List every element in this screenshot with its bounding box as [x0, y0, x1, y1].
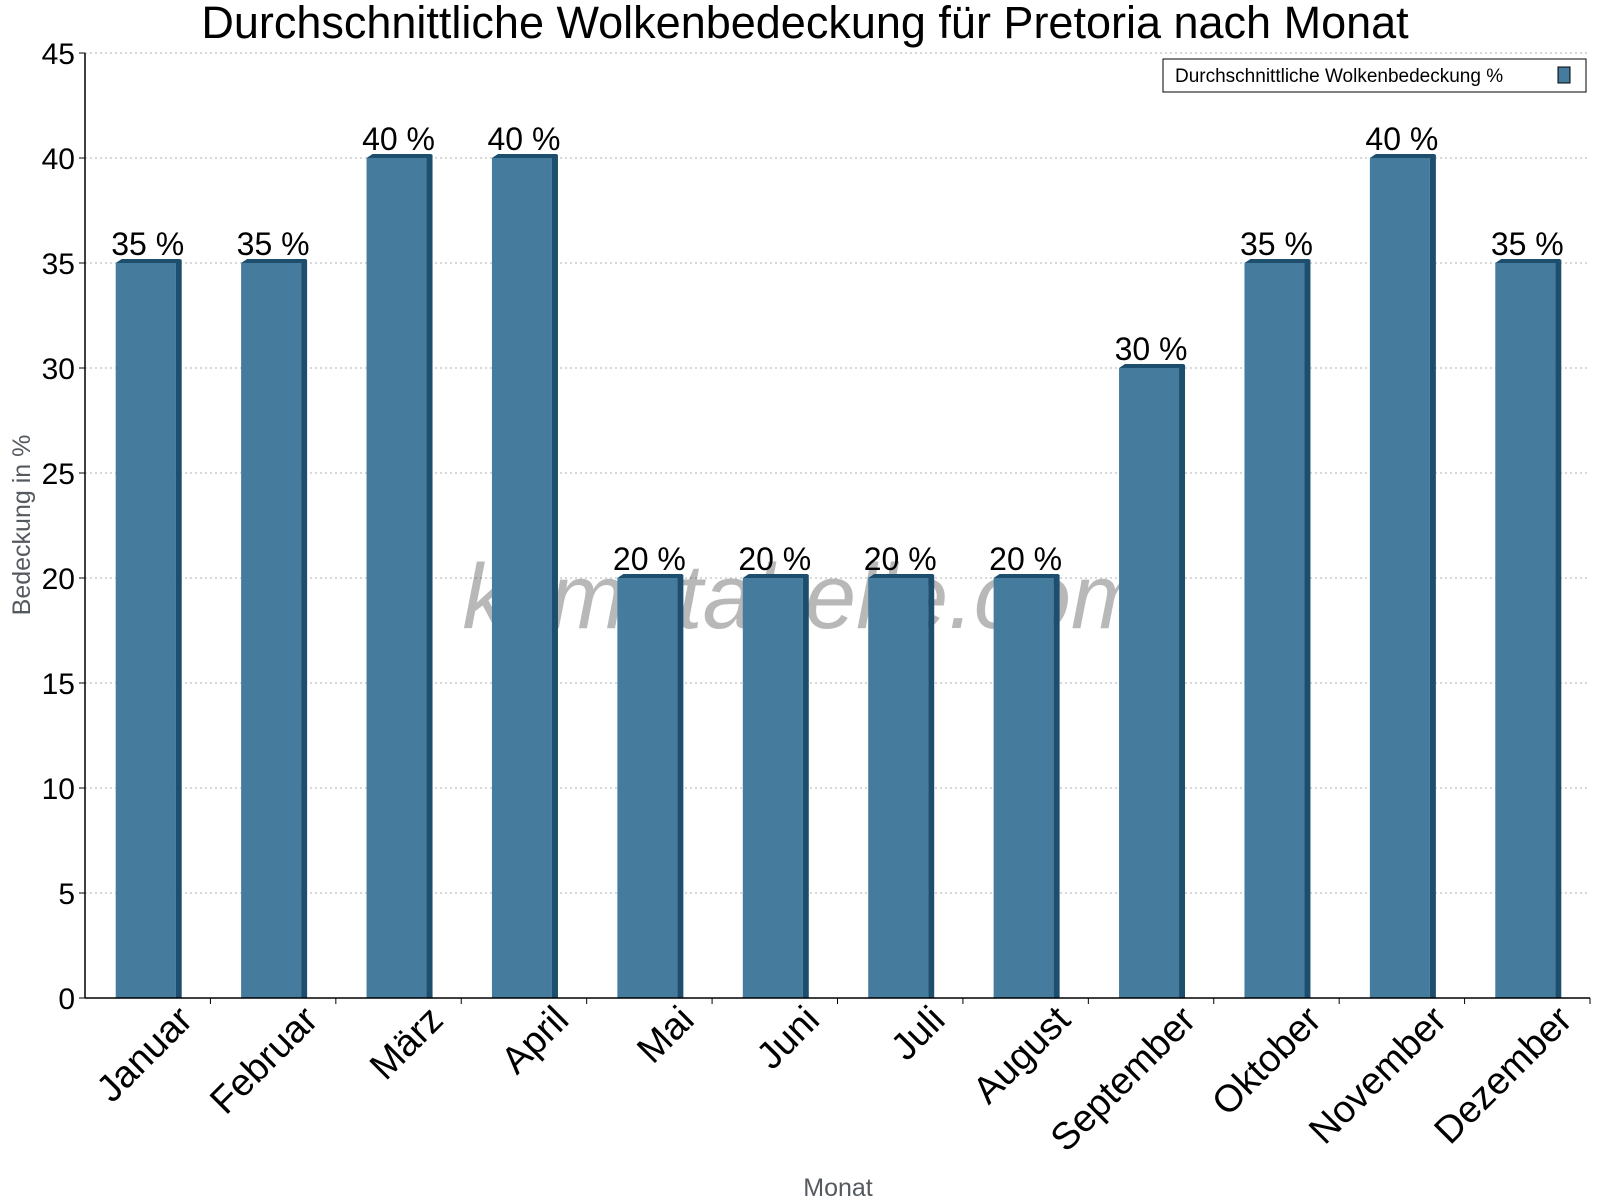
legend-swatch [1557, 66, 1571, 84]
data-label: 35 % [111, 226, 184, 262]
bar-top [491, 154, 558, 158]
data-label: 35 % [1240, 226, 1313, 262]
bar-side [1304, 260, 1311, 998]
bar-top [115, 259, 182, 263]
x-tick-label: April [494, 999, 577, 1082]
bar-side [175, 260, 182, 998]
bar-top [1369, 154, 1436, 158]
bar-side [928, 575, 935, 998]
bar [868, 578, 929, 998]
bar [491, 158, 552, 998]
legend-entry-label: Durchschnittliche Wolkenbedeckung % [1175, 66, 1503, 87]
bar-top [1495, 259, 1562, 263]
bar-top [241, 259, 308, 263]
x-tick-label: Januar [89, 998, 201, 1110]
bar-top [1119, 364, 1186, 368]
bar-side [301, 260, 308, 998]
x-tick-label: Oktober [1204, 998, 1330, 1124]
bar [1495, 263, 1556, 998]
bars [115, 154, 1562, 998]
bar-top [993, 574, 1060, 578]
bar-top [868, 574, 935, 578]
data-label: 40 % [1365, 121, 1438, 157]
bar-side [1053, 575, 1060, 998]
bar [993, 578, 1054, 998]
data-label: 35 % [237, 226, 310, 262]
bar-top [366, 154, 433, 158]
y-tick-label: 35 [42, 248, 75, 281]
bar [742, 578, 803, 998]
bar-side [1429, 155, 1436, 998]
data-label: 40 % [487, 121, 560, 157]
x-tick-label: Dezember [1427, 998, 1581, 1152]
legend: Durchschnittliche Wolkenbedeckung % [1162, 58, 1587, 93]
bar-side [1555, 260, 1562, 998]
x-tick-label: Juli [883, 999, 953, 1069]
bar-top [617, 574, 684, 578]
x-tick-label: Februar [202, 998, 326, 1122]
data-labels: 35 % 35 % 40 % 40 % 20 % 20 % 20 % 20 % 30 % 35 %… [111, 121, 1564, 577]
bar [115, 263, 176, 998]
bar-top [742, 574, 809, 578]
bar-side [677, 575, 684, 998]
x-axis-title: Monat [803, 1174, 873, 1200]
y-tick-label: 30 [42, 353, 75, 386]
data-label: 20 % [738, 541, 811, 577]
y-tick-label: 5 [58, 878, 75, 911]
bar [366, 158, 427, 998]
bar-side [1179, 365, 1186, 998]
bar [241, 263, 302, 998]
bar [1244, 263, 1305, 998]
data-label: 30 % [1115, 331, 1188, 367]
data-label: 20 % [613, 541, 686, 577]
y-tick-label: 10 [42, 773, 75, 806]
bar-side [551, 155, 558, 998]
y-tick-label: 40 [42, 143, 75, 176]
x-tick-label: März [362, 999, 451, 1088]
data-label: 35 % [1491, 226, 1564, 262]
y-axis-title: Bedeckung in % [8, 435, 36, 616]
y-tick-label: 20 [42, 563, 75, 596]
x-tick-label: Mai [629, 999, 702, 1072]
data-label: 20 % [989, 541, 1062, 577]
bar [1119, 368, 1180, 998]
y-tick-label: 0 [58, 983, 75, 1016]
x-tick-label: Juni [749, 999, 828, 1078]
y-tick-label: 25 [42, 458, 75, 491]
legend-box [1162, 58, 1587, 93]
gridlines [85, 52, 1590, 894]
bar-side [802, 575, 809, 998]
data-label: 40 % [362, 121, 435, 157]
x-tick-label: August [965, 998, 1079, 1112]
bar-side [426, 155, 433, 998]
data-label: 20 % [864, 541, 937, 577]
chart-title: Durchschnittliche Wolkenbedeckung für Pr… [201, 0, 1409, 48]
y-tick-label: 15 [42, 668, 75, 701]
bar [1369, 158, 1430, 998]
bar [617, 578, 678, 998]
y-tick-label: 45 [42, 38, 75, 71]
bar-top [1244, 259, 1311, 263]
